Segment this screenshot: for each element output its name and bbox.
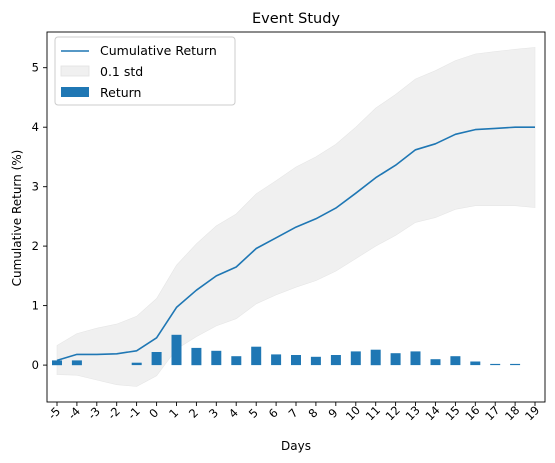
x-tick-label: -4 [65, 404, 83, 422]
x-tick-label: -3 [85, 404, 103, 422]
return-bar [450, 356, 461, 366]
x-tick-label: 8 [306, 406, 321, 421]
return-bar [310, 356, 321, 366]
return-bar [490, 363, 501, 366]
legend: Cumulative Return 0.1 std Return [54, 36, 236, 106]
return-bar [330, 355, 341, 366]
x-tick-label: 14 [422, 403, 442, 423]
x-tick-label: -5 [45, 404, 63, 422]
legend-label-return: Return [100, 85, 141, 100]
return-bar [191, 347, 202, 366]
x-tick-label: 12 [383, 403, 403, 423]
return-bar [430, 359, 441, 366]
x-tick-label: 15 [442, 403, 462, 423]
x-tick-label: 4 [226, 406, 241, 421]
chart-title: Event Study [252, 11, 340, 27]
x-axis-label: Days [281, 439, 311, 453]
x-tick-label: 3 [206, 406, 221, 421]
return-bar [350, 351, 361, 366]
legend-bar-swatch [61, 87, 89, 97]
x-tick-label: 11 [363, 403, 383, 423]
return-bar [470, 361, 481, 366]
y-tick-label: 0 [32, 358, 39, 372]
x-tick-label: 16 [462, 403, 482, 423]
x-tick-label: 1 [166, 406, 181, 421]
return-bar [231, 356, 242, 366]
return-bar [131, 362, 142, 366]
legend-box [54, 36, 236, 106]
return-bar [71, 360, 82, 366]
x-tick-label: 5 [246, 406, 261, 421]
legend-band-swatch [60, 65, 90, 77]
x-tick-label: 13 [403, 403, 423, 423]
y-tick-label: 4 [32, 120, 39, 134]
return-bar [211, 350, 222, 366]
x-tick-label: -1 [125, 404, 143, 422]
return-bar [390, 353, 401, 366]
return-bar [251, 346, 262, 366]
return-bar [291, 355, 301, 366]
y-tick-label: 1 [32, 299, 39, 313]
y-tick-label: 5 [32, 61, 39, 75]
x-tick-label: 9 [325, 406, 340, 421]
x-tick-label: 18 [502, 403, 522, 423]
x-tick-label: 2 [186, 406, 201, 421]
x-tick-label: -2 [105, 404, 123, 422]
return-bar [271, 354, 282, 366]
return-bar [510, 363, 521, 366]
x-tick-label: 10 [343, 403, 363, 423]
x-tick-label: 0 [146, 406, 161, 421]
cumulative-return-line [56, 126, 535, 362]
std-band [56, 47, 536, 387]
legend-label-cumulative-return: Cumulative Return [100, 43, 217, 58]
y-tick-label: 3 [32, 180, 39, 194]
return-bar [410, 351, 421, 366]
x-tick-label: 17 [482, 403, 502, 423]
x-tick-label: 6 [266, 406, 281, 421]
return-bar [171, 334, 182, 366]
x-tick-label: 19 [522, 403, 542, 423]
y-axis-label: Cumulative Return (%) [10, 150, 24, 287]
legend-label-std: 0.1 std [100, 64, 143, 79]
return-bar [370, 349, 381, 366]
return-bar [151, 352, 162, 366]
return-bar [52, 360, 62, 366]
y-tick-label: 2 [32, 239, 39, 253]
x-tick-label: 7 [286, 406, 301, 421]
